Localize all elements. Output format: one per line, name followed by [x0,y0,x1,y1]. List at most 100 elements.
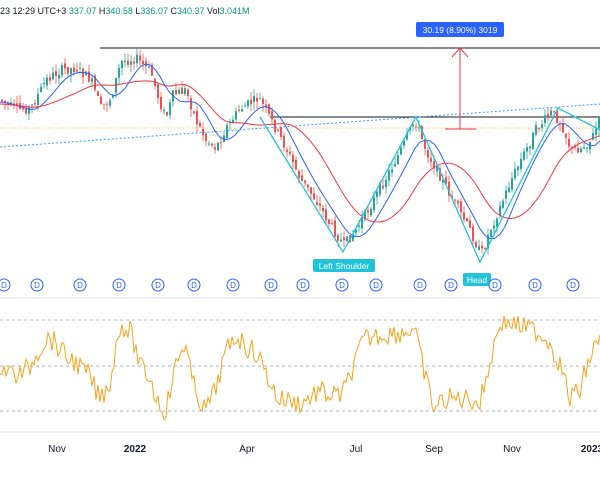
dividend-circle-icon[interactable]: D [187,278,201,292]
candle-body [112,94,114,98]
dividend-marker-letter: D [417,281,423,290]
candle-body [244,105,246,107]
candle-body [262,98,264,104]
candle-body [61,65,63,76]
oscillator-line [0,315,600,421]
dividend-marker-letter: D [34,281,40,290]
candle-body [31,104,33,106]
dividend-circle-icon[interactable]: D [335,278,349,292]
dividend-circle-icon[interactable]: D [112,278,126,292]
dividend-circle-icon[interactable]: D [296,278,310,292]
candle-body [232,119,234,124]
candle-body [241,109,243,112]
candle-body [583,147,585,149]
candle-body [16,103,18,106]
candle-body [55,71,57,76]
candlestick-series [1,46,600,255]
legend-vol-label: Vol [207,6,220,16]
candle-body [235,111,237,120]
candle-body [292,154,294,163]
candle-body [142,60,144,64]
candle-body [523,151,525,160]
head-text: Head [467,275,488,285]
candle-body [46,77,48,86]
candle-body [499,205,501,216]
legend-high: 340.58 [105,6,133,16]
candle-body [202,129,204,136]
candle-body [34,103,36,105]
candle-body [433,161,435,169]
head-and-shoulders-pattern[interactable] [259,107,600,264]
candle-body [205,133,207,141]
dividend-circle-icon[interactable]: D [566,278,580,292]
candle-body [238,109,240,111]
dividend-circle-icon[interactable]: D [73,278,87,292]
dividend-circle-icon[interactable]: D [30,278,44,292]
candle-body [316,202,318,205]
candle-body [580,148,582,153]
head-label[interactable]: Head [463,273,491,286]
left-shoulder-label[interactable]: Left Shoulder [313,259,375,272]
candle-body [226,125,228,138]
candle-body [529,146,531,149]
candle-body [157,84,159,98]
candle-body [490,229,492,237]
candle-body [199,122,201,127]
candle-body [298,171,300,178]
candle-body [277,129,279,131]
legend-high-label: H [98,6,106,16]
candle-body [571,146,573,148]
candle-body [124,60,126,62]
candle-body [268,104,270,114]
candle-body [217,142,219,151]
trend-dotted-line[interactable] [0,103,600,148]
candle-body [487,235,489,249]
candle-body [136,54,138,64]
candle-body [118,68,120,78]
candle-body [151,64,153,76]
dividend-circle-icon[interactable]: D [264,278,278,292]
candle-body [337,235,339,241]
candle-body [328,219,330,224]
dividend-marker-letter: D [1,281,7,290]
candle-body [313,193,315,200]
x-axis[interactable]: Nov 2022 Apr Jul Sep Nov 2023 [48,444,600,455]
legend-vol: 3.041M [219,6,250,16]
price-pane[interactable] [0,0,600,300]
dividend-circle-icon[interactable]: D [528,278,542,292]
dividend-marker-letter: D [155,281,161,290]
candle-body [481,245,483,249]
candle-body [388,170,390,181]
dividend-circle-icon[interactable]: D [0,278,11,292]
candle-body [163,109,165,112]
measure-label: 30.19 (8.90%) 3019 [423,25,498,35]
dividend-circle-icon[interactable]: D [226,278,240,292]
dividend-circle-icon[interactable]: D [151,278,165,292]
oscillator-pane[interactable] [0,300,600,430]
x-tick-jul: Jul [350,444,363,455]
candle-body [247,100,249,107]
candle-body [400,147,402,155]
candle-body [352,234,354,241]
dividend-circle-icon[interactable]: D [444,278,458,292]
dividend-marker-letter: D [532,281,538,290]
candle-body [7,103,9,105]
candle-body [250,99,252,105]
candle-body [76,69,78,72]
moving-average-red [0,80,600,223]
candle-body [58,74,60,79]
candle-body [421,125,423,139]
candle-body [478,246,480,250]
candle-body [562,123,564,133]
candle-body [355,229,357,233]
measure-tool[interactable]: 30.19 (8.90%) 3019 [416,22,504,130]
dividend-marker-letter: D [339,281,345,290]
dividend-marker-letter: D [77,281,83,290]
dividend-circle-icon[interactable]: D [413,278,427,292]
candle-body [196,110,198,125]
dividend-circle-icon[interactable]: D [369,278,383,292]
dividend-circle-icon[interactable]: D [488,278,502,292]
candle-body [103,103,105,105]
legend-low: 336.07 [140,6,168,16]
